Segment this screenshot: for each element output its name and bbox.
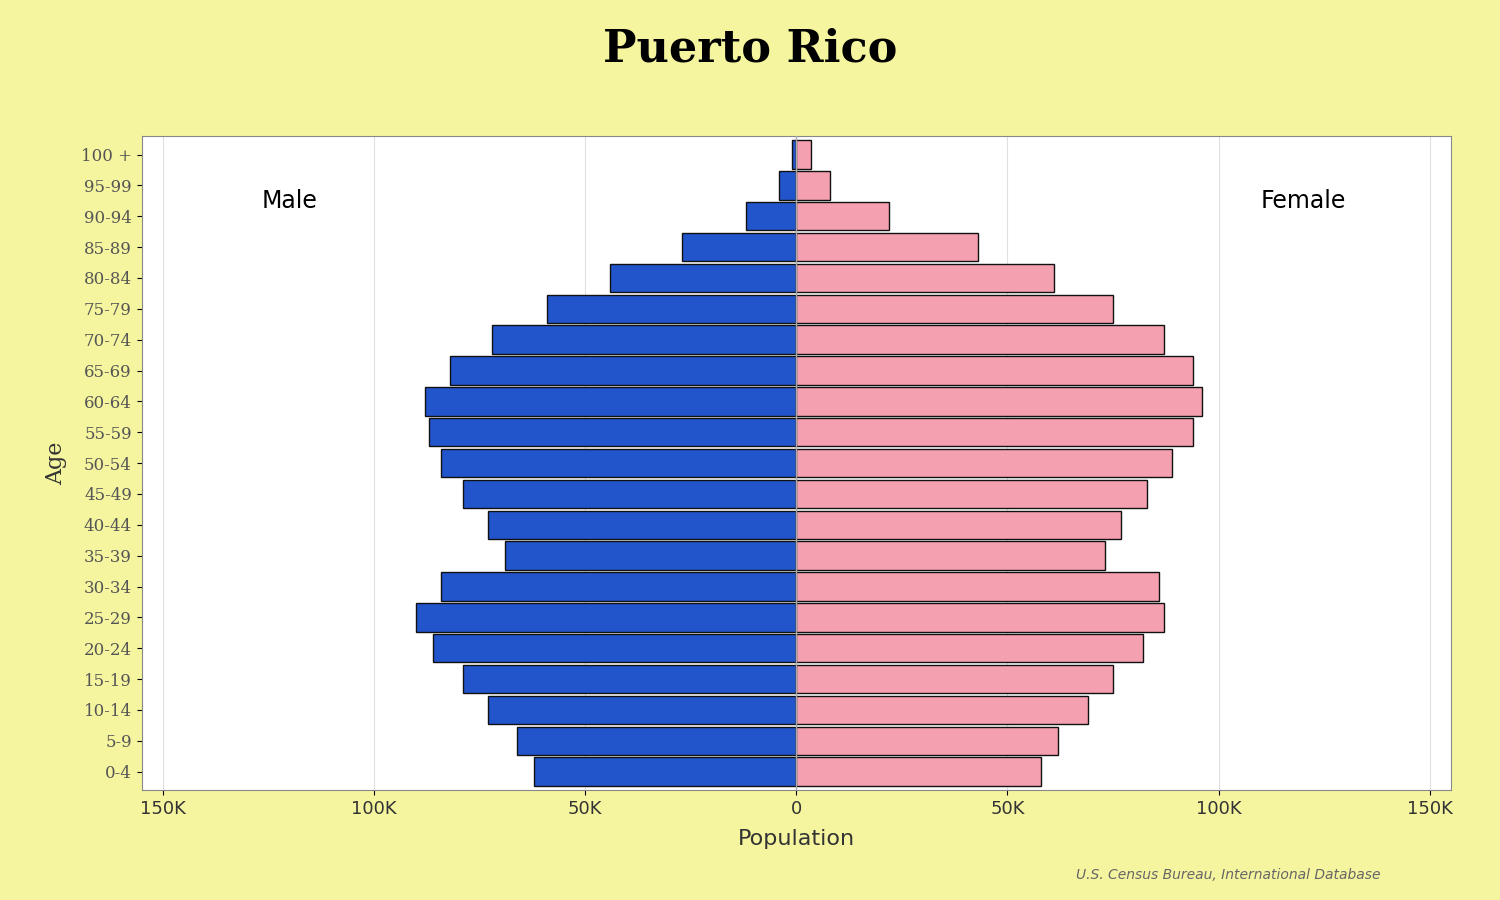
Bar xyxy=(796,326,1164,354)
Bar xyxy=(796,665,1113,693)
Text: Male: Male xyxy=(261,189,318,212)
Bar xyxy=(429,418,796,446)
Bar xyxy=(796,603,1164,632)
Y-axis label: Age: Age xyxy=(45,441,68,485)
Bar xyxy=(796,510,1122,539)
X-axis label: Population: Population xyxy=(738,829,855,849)
Text: U.S. Census Bureau, International Database: U.S. Census Bureau, International Databa… xyxy=(1076,868,1380,882)
Bar xyxy=(506,542,796,570)
Bar xyxy=(796,171,830,200)
Bar xyxy=(462,665,796,693)
Bar xyxy=(610,264,797,292)
Bar xyxy=(796,726,1058,755)
Bar xyxy=(424,387,796,416)
Bar xyxy=(462,480,796,508)
Bar xyxy=(450,356,796,384)
Bar xyxy=(548,294,796,323)
Bar xyxy=(796,696,1088,725)
Bar xyxy=(796,202,889,230)
Bar xyxy=(433,634,796,662)
Bar xyxy=(796,387,1202,416)
Bar xyxy=(796,264,1054,292)
Bar xyxy=(796,418,1192,446)
Text: Female: Female xyxy=(1260,189,1346,212)
Bar xyxy=(416,603,796,632)
Text: Puerto Rico: Puerto Rico xyxy=(603,27,897,70)
Bar xyxy=(796,140,812,168)
Bar xyxy=(534,758,796,786)
Bar xyxy=(488,510,796,539)
Bar xyxy=(796,480,1146,508)
Bar xyxy=(796,542,1104,570)
Bar xyxy=(492,326,796,354)
Bar xyxy=(746,202,796,230)
Bar xyxy=(518,726,796,755)
Bar xyxy=(441,572,796,600)
Bar xyxy=(796,572,1160,600)
Bar xyxy=(796,294,1113,323)
Bar xyxy=(796,634,1143,662)
Bar xyxy=(796,233,978,261)
Bar xyxy=(796,758,1041,786)
Bar xyxy=(796,449,1172,477)
Bar xyxy=(488,696,796,725)
Bar xyxy=(796,356,1192,384)
Bar xyxy=(780,171,796,200)
Bar xyxy=(682,233,796,261)
Bar xyxy=(441,449,796,477)
Bar xyxy=(792,140,796,168)
